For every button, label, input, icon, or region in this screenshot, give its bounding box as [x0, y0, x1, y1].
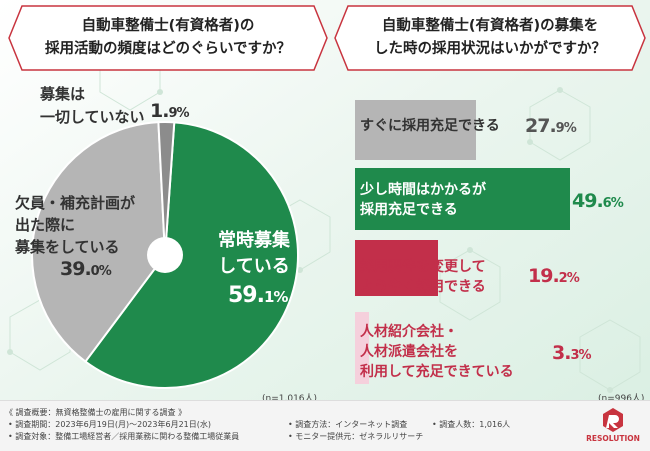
- bar-immediate: [355, 100, 476, 160]
- bar-label-immediate: すぐに採用充足できる: [360, 118, 500, 134]
- donut-slice-stop: [157, 121, 176, 256]
- slice-value-stop: 1.9%: [150, 100, 190, 122]
- bar-value-changed: 19.2%: [528, 265, 580, 287]
- donut-slice-vacancy: [31, 121, 167, 363]
- slice-value-always: 59.1%: [228, 283, 288, 308]
- bar-changed: [355, 240, 438, 296]
- left-sample-note: (n=1,016人): [262, 394, 318, 404]
- slice-label-always: 常時募集 している: [218, 230, 290, 277]
- footer-heading: 《 調査概要：無資格整備士の雇用に関する調査 》: [5, 408, 187, 417]
- right-sample-note: (n=996人): [598, 394, 645, 404]
- bar-agency: [355, 312, 369, 384]
- bar-label-changed: 採用要件を変更して ようやく採用できる: [360, 259, 486, 295]
- right-title-frame: [334, 5, 646, 71]
- bar-value-immediate: 27.9%: [525, 115, 577, 137]
- bar-some-time: [355, 168, 570, 230]
- footer-target: • 調査対象：整備工場経営者／採用業務に関わる整備工場従業員: [8, 432, 240, 441]
- resolution-logo: RESOLUTION: [583, 406, 643, 446]
- footer-period: • 調査期間：2023年6月19日(月)～2023年6月21日(水): [8, 420, 212, 429]
- footer-count: • 調査人数：1,016人: [432, 420, 511, 429]
- bar-label-some-time: 少し時間はかかるが 採用充足できる: [360, 182, 486, 218]
- slice-value-vacancy: 39.0%: [60, 258, 112, 280]
- bar-label-agency: 人材紹介会社・ 人材派遣会社を 利用して充足できている: [360, 324, 514, 380]
- left-chart-title: 自動車整備士(有資格者)の 採用活動の頻度はどのぐらいですか？: [44, 18, 292, 57]
- footer-method: • 調査方法：インターネット調査: [288, 420, 408, 429]
- donut-slice-always: [84, 121, 299, 389]
- donut-chart: [31, 121, 299, 389]
- bar-value-some-time: 49.6%: [572, 190, 624, 212]
- slice-label-vacancy: 欠員・補充計画が 出た際に 募集をしている: [15, 194, 136, 256]
- logo-mark-icon: [603, 408, 623, 432]
- bar-value-agency: 3.3%: [552, 342, 592, 364]
- left-title-frame: [8, 5, 328, 71]
- footer-provider: • モニター提供元：ゼネラルリサーチ: [288, 432, 424, 441]
- slice-label-stop: 募集は 一切していない: [40, 85, 145, 126]
- donut-hole: [147, 237, 183, 273]
- survey-footer: 《 調査概要：無資格整備士の雇用に関する調査 》 • 調査期間：2023年6月1…: [0, 400, 650, 451]
- logo-text: RESOLUTION: [586, 434, 640, 443]
- right-chart-title: 自動車整備士(有資格者)の募集を した時の採用状況はいかがですか？: [374, 18, 606, 57]
